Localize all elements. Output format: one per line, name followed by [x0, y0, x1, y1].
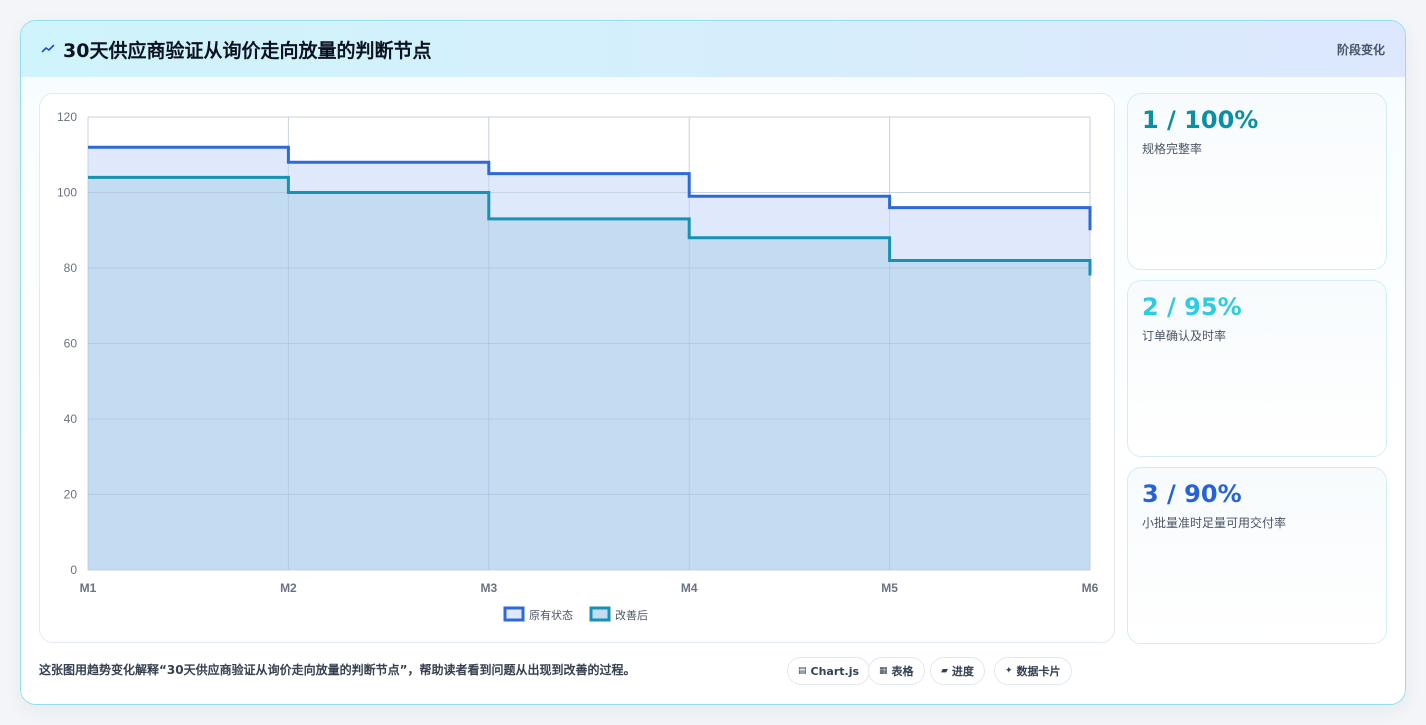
dashboard-card: 30天供应商验证从询价走向放量的判断节点 阶段变化 0 20 40 60 80 100 12…	[20, 20, 1406, 705]
chip-chartjs[interactable]: ▤ Chart.js	[787, 657, 871, 685]
chip-label: 表格	[891, 665, 914, 678]
y-tick-label: 120	[57, 110, 77, 124]
x-tick-label: M1	[80, 581, 97, 595]
legend-label: 原有状态	[529, 608, 573, 622]
stat-card-1: 1 / 100% 规格完整率	[1127, 93, 1387, 270]
stat-value: 2 / 95%	[1142, 293, 1242, 321]
stage-tag[interactable]: 阶段变化	[1336, 43, 1385, 57]
x-tick-label: M5	[881, 581, 898, 595]
x-tick-label: M2	[280, 581, 297, 595]
stat-value: 3 / 90%	[1142, 480, 1242, 508]
chart-caption: 这张图用趋势变化解释“30天供应商验证从询价走向放量的判断节点”，帮助读者看到问…	[39, 663, 636, 677]
chip-progress[interactable]: ▰ 进度	[930, 657, 985, 685]
legend-label: 改善后	[615, 608, 648, 622]
y-tick-label: 60	[64, 337, 78, 351]
stat-card-2: 2 / 95% 订单确认及时率	[1127, 280, 1387, 457]
table-icon: ▦	[879, 666, 888, 676]
chip-data-card[interactable]: ✦ 数据卡片	[994, 657, 1072, 685]
stat-label: 订单确认及时率	[1142, 329, 1227, 343]
chip-label: 进度	[951, 665, 974, 678]
x-tick-label: M3	[480, 581, 497, 595]
card-header: 30天供应商验证从询价走向放量的判断节点 阶段变化	[21, 21, 1405, 77]
x-tick-label: M6	[1082, 581, 1099, 595]
series-area-2	[88, 177, 1090, 570]
series-line-2	[88, 175, 1092, 276]
series-line-1	[88, 145, 1092, 231]
progress-icon: ▰	[941, 666, 948, 676]
legend-swatch	[503, 606, 525, 622]
x-tick-label: M4	[681, 581, 698, 595]
step-area-chart: 0 20 40 60 80 100 120 M1 M2 M3 M4 M5 M6 原有状态 改善后	[57, 110, 1099, 622]
chart-icon: ▤	[798, 666, 807, 676]
y-tick-label: 0	[70, 563, 77, 577]
chip-label: 数据卡片	[1016, 665, 1061, 678]
y-tick-label: 80	[64, 261, 78, 275]
stat-card-3: 3 / 90% 小批量准时足量可用交付率	[1127, 467, 1387, 644]
stat-value: 1 / 100%	[1142, 106, 1259, 134]
legend-swatch	[589, 606, 611, 622]
chip-table[interactable]: ▦ 表格	[868, 657, 925, 685]
y-tick-label: 40	[64, 412, 78, 426]
sparkle-icon: ✦	[1005, 666, 1013, 676]
stat-label: 规格完整率	[1142, 142, 1203, 156]
page-title: 30天供应商验证从询价走向放量的判断节点	[63, 40, 432, 62]
stat-label: 小批量准时足量可用交付率	[1142, 516, 1287, 530]
chart-panel: 0 20 40 60 80 100 120 M1 M2 M3 M4 M5 M6 原有状态 改善后	[39, 93, 1115, 643]
sparkline-icon	[41, 39, 57, 59]
card-body: 0 20 40 60 80 100 120 M1 M2 M3 M4 M5 M6 原有状态 改善后 1 / 1…	[21, 77, 1405, 704]
y-tick-label: 100	[57, 186, 77, 200]
chip-label: Chart.js	[810, 664, 860, 678]
y-tick-label: 20	[64, 488, 78, 502]
